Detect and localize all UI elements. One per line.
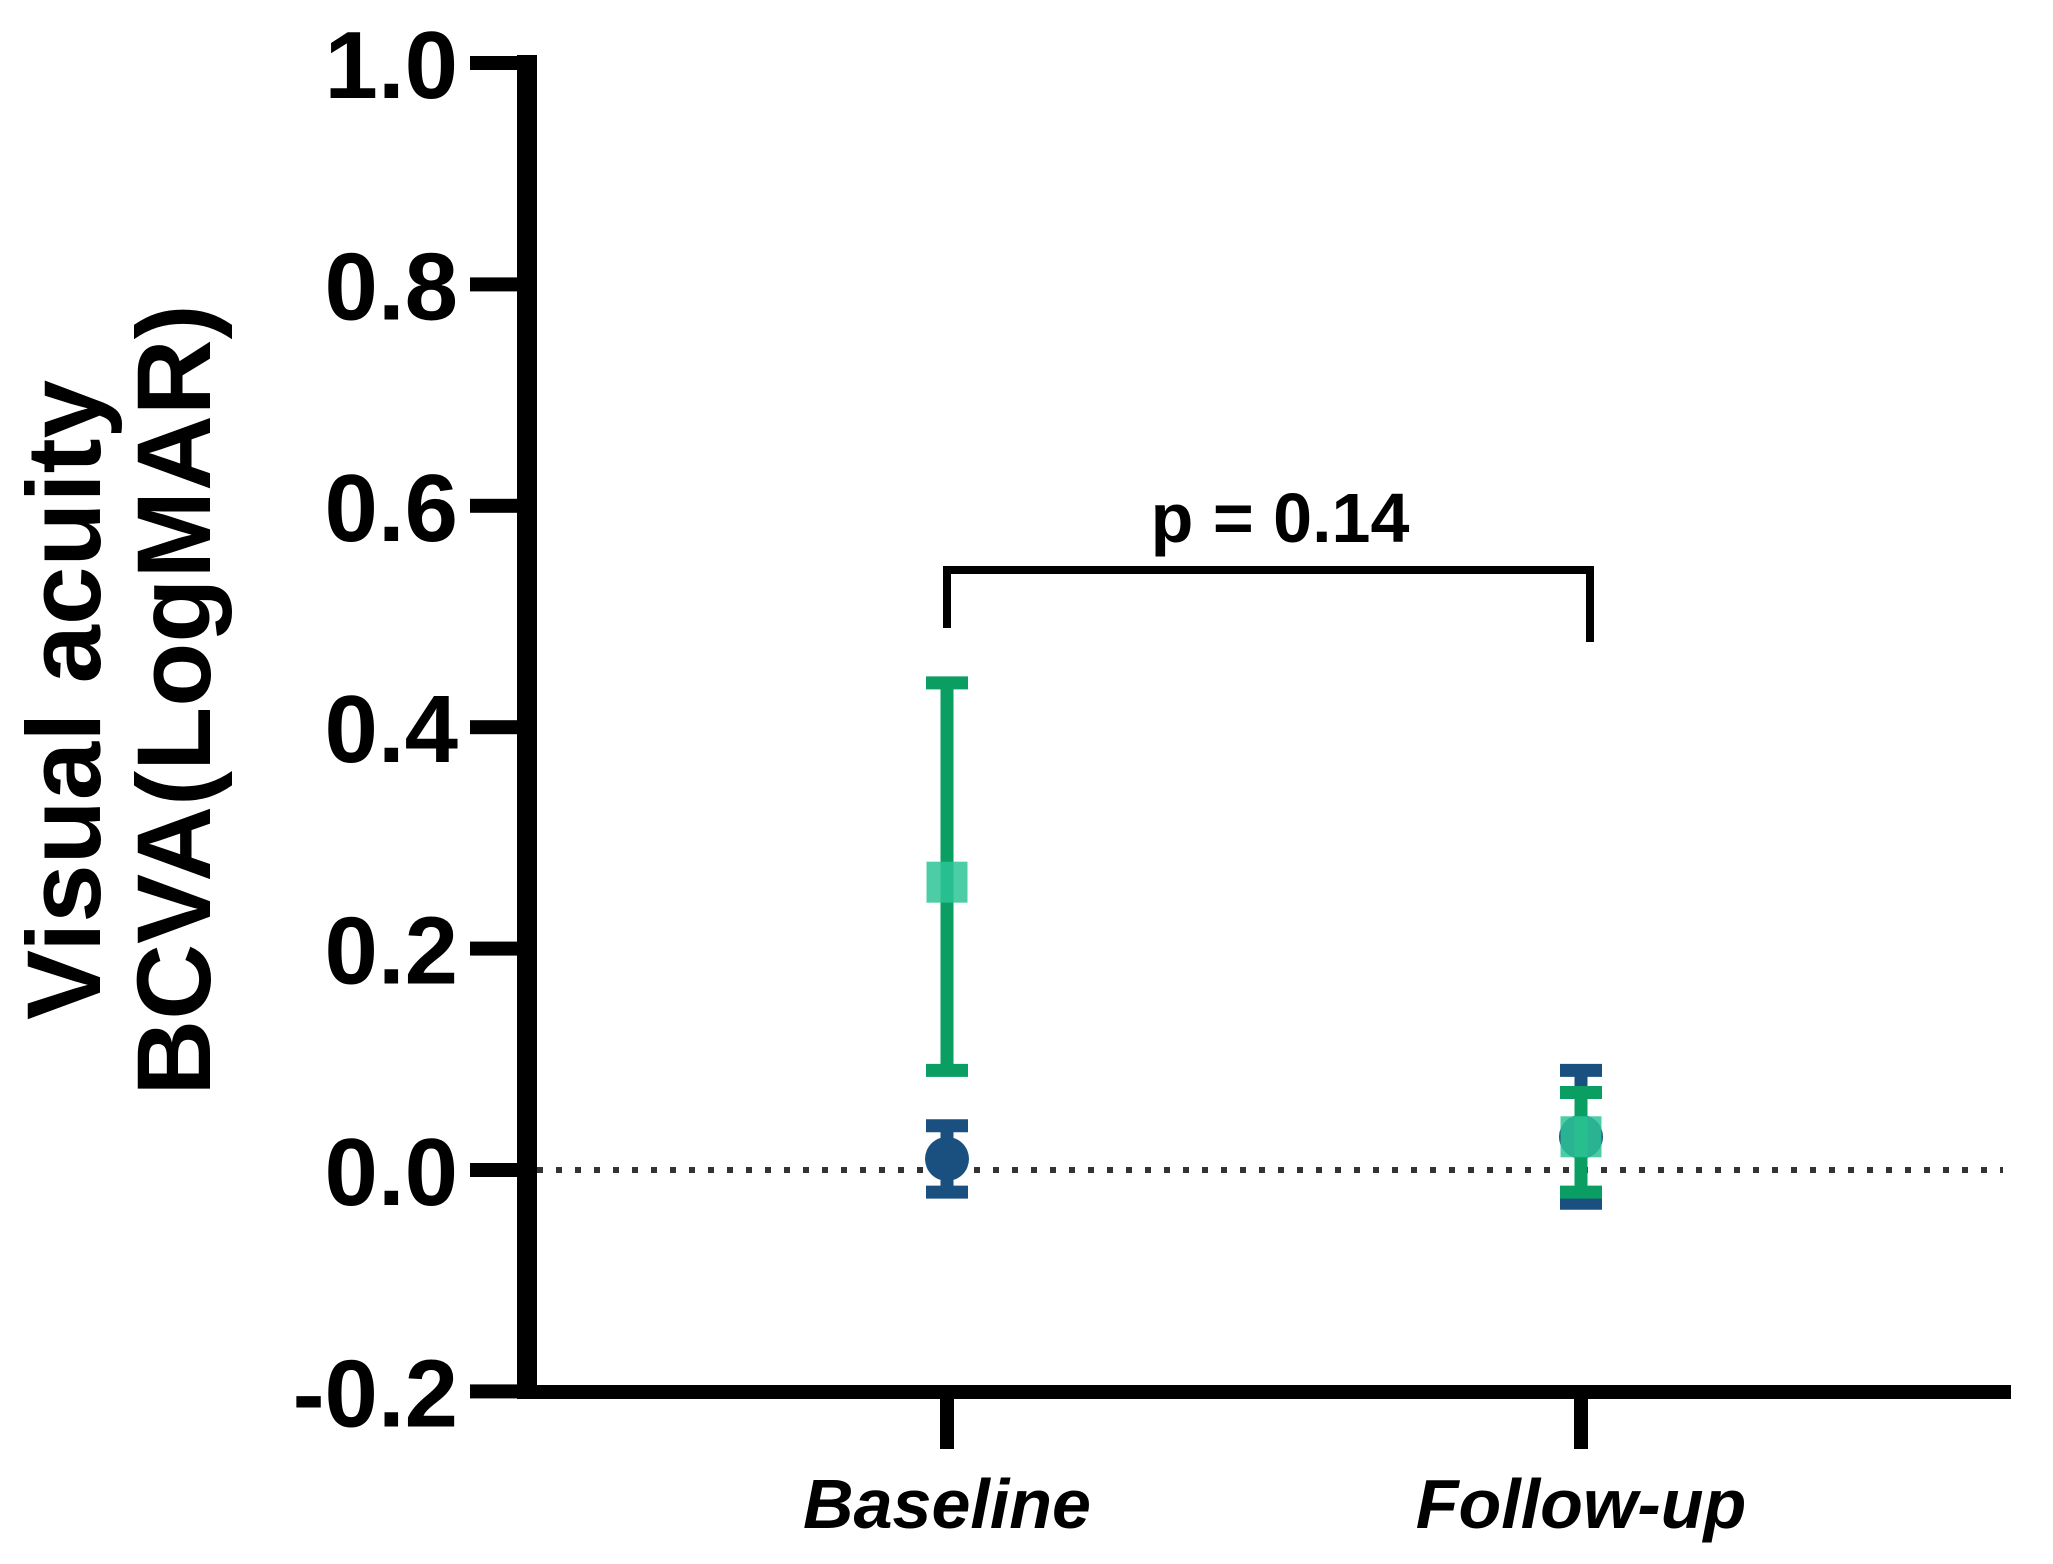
x-category-label-baseline: Baseline: [803, 1465, 1091, 1543]
y-tick: [470, 1163, 517, 1177]
y-tick-label: 1.0: [325, 12, 458, 119]
y-tick: [470, 720, 517, 735]
x-tick-baseline: [940, 1399, 954, 1449]
green-square-series-point-baseline: [926, 676, 968, 1077]
y-axis-line: [517, 55, 537, 1399]
marker-square: [1560, 1116, 1602, 1158]
green-square-series-point-follow-up: [1560, 1086, 1602, 1199]
y-tick: [470, 1384, 517, 1399]
series-group: [925, 676, 1603, 1210]
y-tick-label: 0.2: [325, 898, 458, 1005]
y-tick-label: 0.8: [325, 233, 458, 340]
y-axis-title: Visual acuity BCVA(LogMAR): [6, 304, 233, 1095]
y-tick-label: 0.0: [325, 1119, 458, 1226]
marker-circle: [925, 1136, 969, 1181]
x-tick-followup: [1574, 1399, 1588, 1449]
y-axis-title-line2: BCVA(LogMAR): [116, 304, 233, 1095]
y-tick-label: 0.6: [325, 455, 458, 562]
navy-circle-series-point-baseline: [925, 1119, 969, 1199]
x-category-label-followup: Follow-up: [1416, 1465, 1746, 1543]
y-tick: [470, 498, 517, 513]
y-axis-ticks-group: 1.0 0.8 0.6 0.4 0.2 0.0 -0.2: [293, 12, 2003, 1447]
x-axis-line: [517, 1385, 2011, 1399]
y-tick: [470, 56, 517, 70]
p-value-label: p = 0.14: [1151, 479, 1410, 557]
y-tick-label: -0.2: [293, 1340, 458, 1447]
y-tick: [470, 941, 517, 956]
y-tick-label: 0.4: [325, 676, 458, 783]
y-axis-title-line1: Visual acuity: [6, 380, 123, 1020]
marker-square: [926, 861, 968, 903]
significance-bracket: [943, 566, 1594, 642]
y-tick: [470, 277, 517, 292]
